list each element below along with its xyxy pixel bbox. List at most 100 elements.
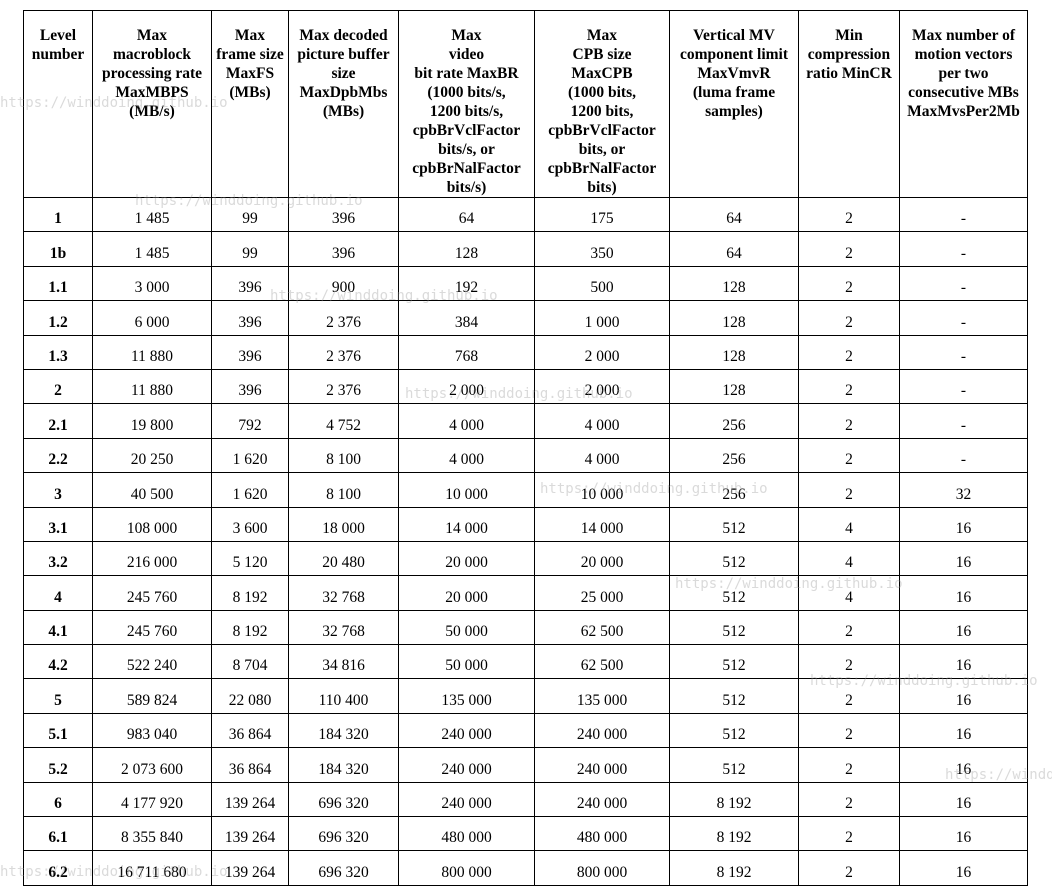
table-row: 1b 1 485 99 396 128 350 64 2- — [23, 231, 1028, 267]
value-cell: 16 — [899, 575, 1028, 611]
value-cell: 128 — [669, 265, 799, 302]
header-cell: Max decoded picture buffer size MaxDpbMb… — [288, 10, 399, 198]
value-cell: 256 — [669, 403, 799, 439]
table-row: 2 11 880 396 2 376 2 000 2 000 128 2- — [23, 368, 1028, 405]
value-cell: 2 — [798, 231, 900, 267]
value-cell: 64 — [398, 196, 535, 233]
value-cell: 589 824 — [92, 678, 212, 714]
value-cell: 8 192 — [669, 781, 799, 818]
value-cell: 384 — [398, 300, 535, 336]
level-cell: 1.2 — [23, 300, 93, 336]
table-row: 2.1 19 800 792 4 752 4 000 4 000 256 2- — [23, 403, 1028, 439]
value-cell: 128 — [669, 300, 799, 336]
value-cell: 396 — [211, 300, 289, 336]
level-cell: 3 — [23, 472, 93, 508]
value-cell: 32 — [899, 472, 1028, 508]
value-cell: 256 — [669, 472, 799, 508]
level-cell: 6 — [23, 781, 93, 818]
value-cell: 99 — [211, 231, 289, 267]
value-cell: 139 264 — [211, 850, 289, 886]
value-cell: 6 000 — [92, 300, 212, 336]
value-cell: 800 000 — [398, 850, 535, 886]
value-cell: 2 376 — [288, 334, 399, 370]
value-cell: 110 400 — [288, 678, 399, 714]
value-cell: 8 192 — [211, 609, 289, 646]
value-cell: 184 320 — [288, 712, 399, 749]
value-cell: - — [899, 368, 1028, 405]
level-cell: 5.2 — [23, 747, 93, 783]
table-row: 3.1 108 000 3 600 18 000 14 000 14 000 512 4 16 — [23, 506, 1028, 542]
value-cell: 2 — [798, 334, 900, 370]
value-cell: 139 264 — [211, 781, 289, 818]
header-cell: Max frame size MaxFS (MBs) — [211, 10, 289, 198]
level-cell: 1.3 — [23, 334, 93, 370]
value-cell: 512 — [669, 540, 799, 577]
value-cell: 19 800 — [92, 403, 212, 439]
value-cell: - — [899, 403, 1028, 439]
value-cell: 396 — [288, 231, 399, 267]
table-row: 6.1 8 355 840 139 264 696 320 480 000 480 000… — [23, 816, 1028, 852]
value-cell: - — [899, 265, 1028, 302]
value-cell: 16 711 680 — [92, 850, 212, 886]
value-cell: 18 000 — [288, 506, 399, 542]
table-row: 4.2 522 240 8 704 34 816 50 000 62 500 512 2 16 — [23, 644, 1028, 680]
value-cell: 16 — [899, 816, 1028, 852]
value-cell: 350 — [534, 231, 670, 267]
level-cell: 2.1 — [23, 403, 93, 439]
level-cell: 3.1 — [23, 506, 93, 542]
value-cell: 20 480 — [288, 540, 399, 577]
value-cell: 16 — [899, 781, 1028, 818]
value-cell: 216 000 — [92, 540, 212, 577]
value-cell: 2 — [798, 850, 900, 886]
table-row: 2.2 20 250 1 620 8 100 4 000 4 000 256 2- — [23, 437, 1028, 474]
value-cell: 900 — [288, 265, 399, 302]
value-cell: 16 — [899, 644, 1028, 680]
value-cell: 5 120 — [211, 540, 289, 577]
value-cell: 512 — [669, 506, 799, 542]
value-cell: 480 000 — [398, 816, 535, 852]
level-cell: 2 — [23, 368, 93, 405]
value-cell: 2 — [798, 712, 900, 749]
value-cell: 2 — [798, 300, 900, 336]
value-cell: 128 — [669, 368, 799, 405]
value-cell: 2 — [798, 437, 900, 474]
value-cell: 64 — [669, 196, 799, 233]
value-cell: 240 000 — [398, 781, 535, 818]
value-cell: 99 — [211, 196, 289, 233]
value-cell: 184 320 — [288, 747, 399, 783]
table-row: 1.1 3 000 396 900 192 500 128 2- — [23, 265, 1028, 302]
value-cell: 240 000 — [534, 747, 670, 783]
value-cell: 256 — [669, 437, 799, 474]
value-cell: 1 620 — [211, 437, 289, 474]
value-cell: 20 000 — [398, 540, 535, 577]
header-cell: Level number — [23, 10, 93, 198]
value-cell: 2 — [798, 816, 900, 852]
table-row: 4.1 245 760 8 192 32 768 50 000 62 500 512 2 16 — [23, 609, 1028, 646]
level-cell: 4.2 — [23, 644, 93, 680]
value-cell: 14 000 — [398, 506, 535, 542]
value-cell: 4 177 920 — [92, 781, 212, 818]
table-row: 1.3 11 880 396 2 376 768 2 000 128 2- — [23, 334, 1028, 370]
value-cell: - — [899, 196, 1028, 233]
value-cell: 20 000 — [398, 575, 535, 611]
value-cell: 16 — [899, 506, 1028, 542]
value-cell: 40 500 — [92, 472, 212, 508]
value-cell: 2 000 — [534, 368, 670, 405]
value-cell: 50 000 — [398, 644, 535, 680]
value-cell: 8 355 840 — [92, 816, 212, 852]
value-cell: 16 — [899, 712, 1028, 749]
level-cell: 1 — [23, 196, 93, 233]
header-cell: Max video bit rate MaxBR (1000 bits/s, 1… — [398, 10, 535, 198]
value-cell: 34 816 — [288, 644, 399, 680]
header-cell: Vertical MV component limit MaxVmvR (lum… — [669, 10, 799, 198]
value-cell: 16 — [899, 747, 1028, 783]
value-cell: 10 000 — [398, 472, 535, 508]
value-cell: 4 000 — [398, 403, 535, 439]
level-limits-table: Level number Max macroblock processing ra… — [23, 10, 1028, 886]
level-cell: 2.2 — [23, 437, 93, 474]
value-cell: 50 000 — [398, 609, 535, 646]
value-cell: 240 000 — [398, 712, 535, 749]
value-cell: 2 — [798, 678, 900, 714]
value-cell: 512 — [669, 609, 799, 646]
